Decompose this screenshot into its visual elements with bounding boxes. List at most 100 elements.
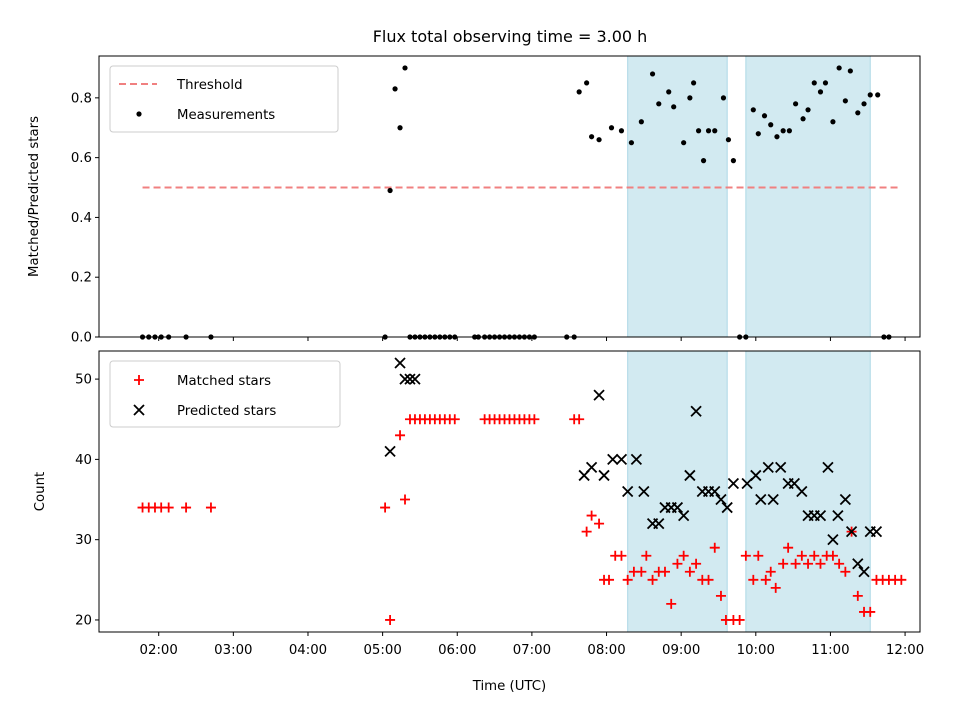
matched-star-point — [205, 502, 216, 513]
matched-star-point — [840, 566, 851, 577]
y-tick-label: 40 — [75, 453, 92, 468]
matched-star-point — [765, 566, 776, 577]
measurement-point — [867, 92, 873, 98]
measurement-point — [387, 187, 393, 194]
measurement-point — [700, 158, 707, 164]
top-axes-frame — [98, 55, 921, 338]
chart-title: Flux total observing time = 3.00 h — [373, 27, 648, 46]
matched-star-point — [753, 550, 764, 561]
predicted-star-point — [727, 477, 740, 490]
x-tick-label: 10:00 — [737, 643, 775, 658]
measurement-point — [705, 128, 712, 134]
y-tick-label: 0.6 — [71, 151, 92, 166]
top-y-axis-label: Matched/Predicted stars — [27, 116, 42, 277]
bottom-x-axis-ticks: 02:00 03:00 04:00 05:00 06:00 07:00 08:00 09:00… — [140, 632, 924, 658]
measurement-point — [847, 68, 853, 74]
matched-star-point — [678, 550, 689, 561]
predicted-star-point — [715, 493, 727, 506]
matched-star-point — [647, 574, 658, 585]
x-tick-label: 11:00 — [811, 643, 849, 658]
measurement-point — [793, 101, 799, 107]
matched-star-point — [778, 558, 789, 569]
measurement-point — [720, 95, 727, 101]
legend-predicted-swatch — [133, 404, 145, 416]
measurement-point — [656, 101, 662, 107]
matched-star-point — [586, 510, 597, 521]
matched-star-point — [400, 494, 411, 505]
shaded-interval — [627, 55, 728, 338]
predicted-star-point — [399, 373, 411, 385]
predicted-star-point — [615, 453, 628, 466]
measurement-point — [842, 98, 848, 104]
matched-star-point — [809, 550, 820, 561]
measurement-point — [836, 65, 842, 71]
matched-star-point — [604, 574, 615, 585]
predicted-star-point — [775, 461, 787, 474]
predicted-star-point — [394, 357, 406, 369]
measurement-point — [822, 80, 829, 86]
predicted-star-point — [690, 405, 702, 417]
y-tick-label: 50 — [75, 373, 92, 388]
predicted-star-point — [852, 558, 864, 570]
measurement-point — [855, 110, 861, 116]
matched-star-point — [636, 566, 647, 577]
predicted-star-point — [870, 526, 883, 538]
predicted-star-point — [839, 493, 852, 506]
y-tick-label: 0.2 — [71, 271, 92, 286]
matched-star-point — [449, 414, 460, 425]
measurement-point — [730, 158, 737, 164]
measurement-point — [576, 89, 582, 95]
legend-label: Threshold — [176, 78, 243, 93]
legend-label: Matched stars — [177, 374, 271, 389]
measurement-point — [780, 128, 786, 134]
shaded-interval — [745, 350, 871, 633]
predicted-star-point — [858, 566, 870, 578]
shaded-interval — [745, 55, 871, 338]
predicted-star-point — [822, 461, 834, 474]
bottom-axes-frame — [98, 350, 921, 633]
measurement-point — [584, 80, 590, 86]
predicted-star-point — [750, 469, 762, 482]
measurement-point — [666, 89, 672, 95]
matched-star-point — [395, 430, 406, 441]
y-tick-label: 0.4 — [71, 211, 92, 226]
matched-star-point — [827, 550, 838, 561]
top-shaded-regions — [627, 55, 871, 338]
predicted-star-point — [409, 373, 421, 385]
predicted-star-point — [796, 485, 808, 498]
predicted-star-point — [741, 477, 753, 490]
top-panel: 0.00.20.40.60.8 Matched/Predicted stars … — [27, 55, 921, 346]
matched-star-point — [770, 582, 781, 593]
matched-star-point — [622, 574, 633, 585]
predicted-star-point — [684, 469, 696, 482]
measurement-point — [755, 131, 761, 137]
legend-label: Measurements — [177, 108, 275, 123]
matched-star-point — [380, 502, 391, 513]
matched-star-point — [181, 502, 192, 513]
measurement-point — [817, 89, 824, 95]
predicted-star-point — [671, 501, 684, 514]
predicted-star-point — [814, 509, 827, 522]
measurement-point — [875, 92, 881, 98]
measurement-point — [761, 113, 768, 119]
predicted-stars-series — [384, 357, 883, 578]
bottom-y-axis-label: Count — [33, 472, 48, 512]
matched-star-point — [574, 414, 585, 425]
matched-star-point — [715, 590, 726, 601]
predicted-star-point — [653, 517, 665, 530]
x-tick-label: 03:00 — [214, 643, 252, 658]
predicted-star-point — [721, 501, 733, 514]
predicted-star-point — [593, 389, 605, 401]
top-x-axis-ticks — [158, 337, 906, 341]
bottom-shaded-regions — [627, 350, 871, 633]
predicted-star-point — [709, 485, 721, 498]
matched-star-point — [703, 574, 714, 585]
measurement-point — [402, 65, 408, 71]
x-tick-label: 05:00 — [363, 643, 401, 658]
legend-label: Predicted stars — [177, 404, 276, 419]
matched-star-point — [163, 502, 174, 513]
matched-star-point — [803, 558, 814, 569]
x-tick-label: 12:00 — [886, 643, 924, 658]
